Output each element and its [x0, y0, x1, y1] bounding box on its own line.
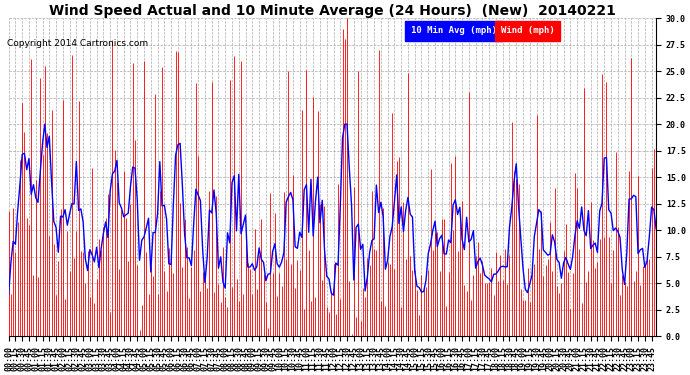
Text: Copyright 2014 Cartronics.com: Copyright 2014 Cartronics.com	[7, 39, 148, 48]
Text: Wind (mph): Wind (mph)	[501, 26, 555, 35]
Text: 10 Min Avg (mph): 10 Min Avg (mph)	[411, 26, 497, 35]
Title: Wind Speed Actual and 10 Minute Average (24 Hours)  (New)  20140221: Wind Speed Actual and 10 Minute Average …	[49, 4, 616, 18]
